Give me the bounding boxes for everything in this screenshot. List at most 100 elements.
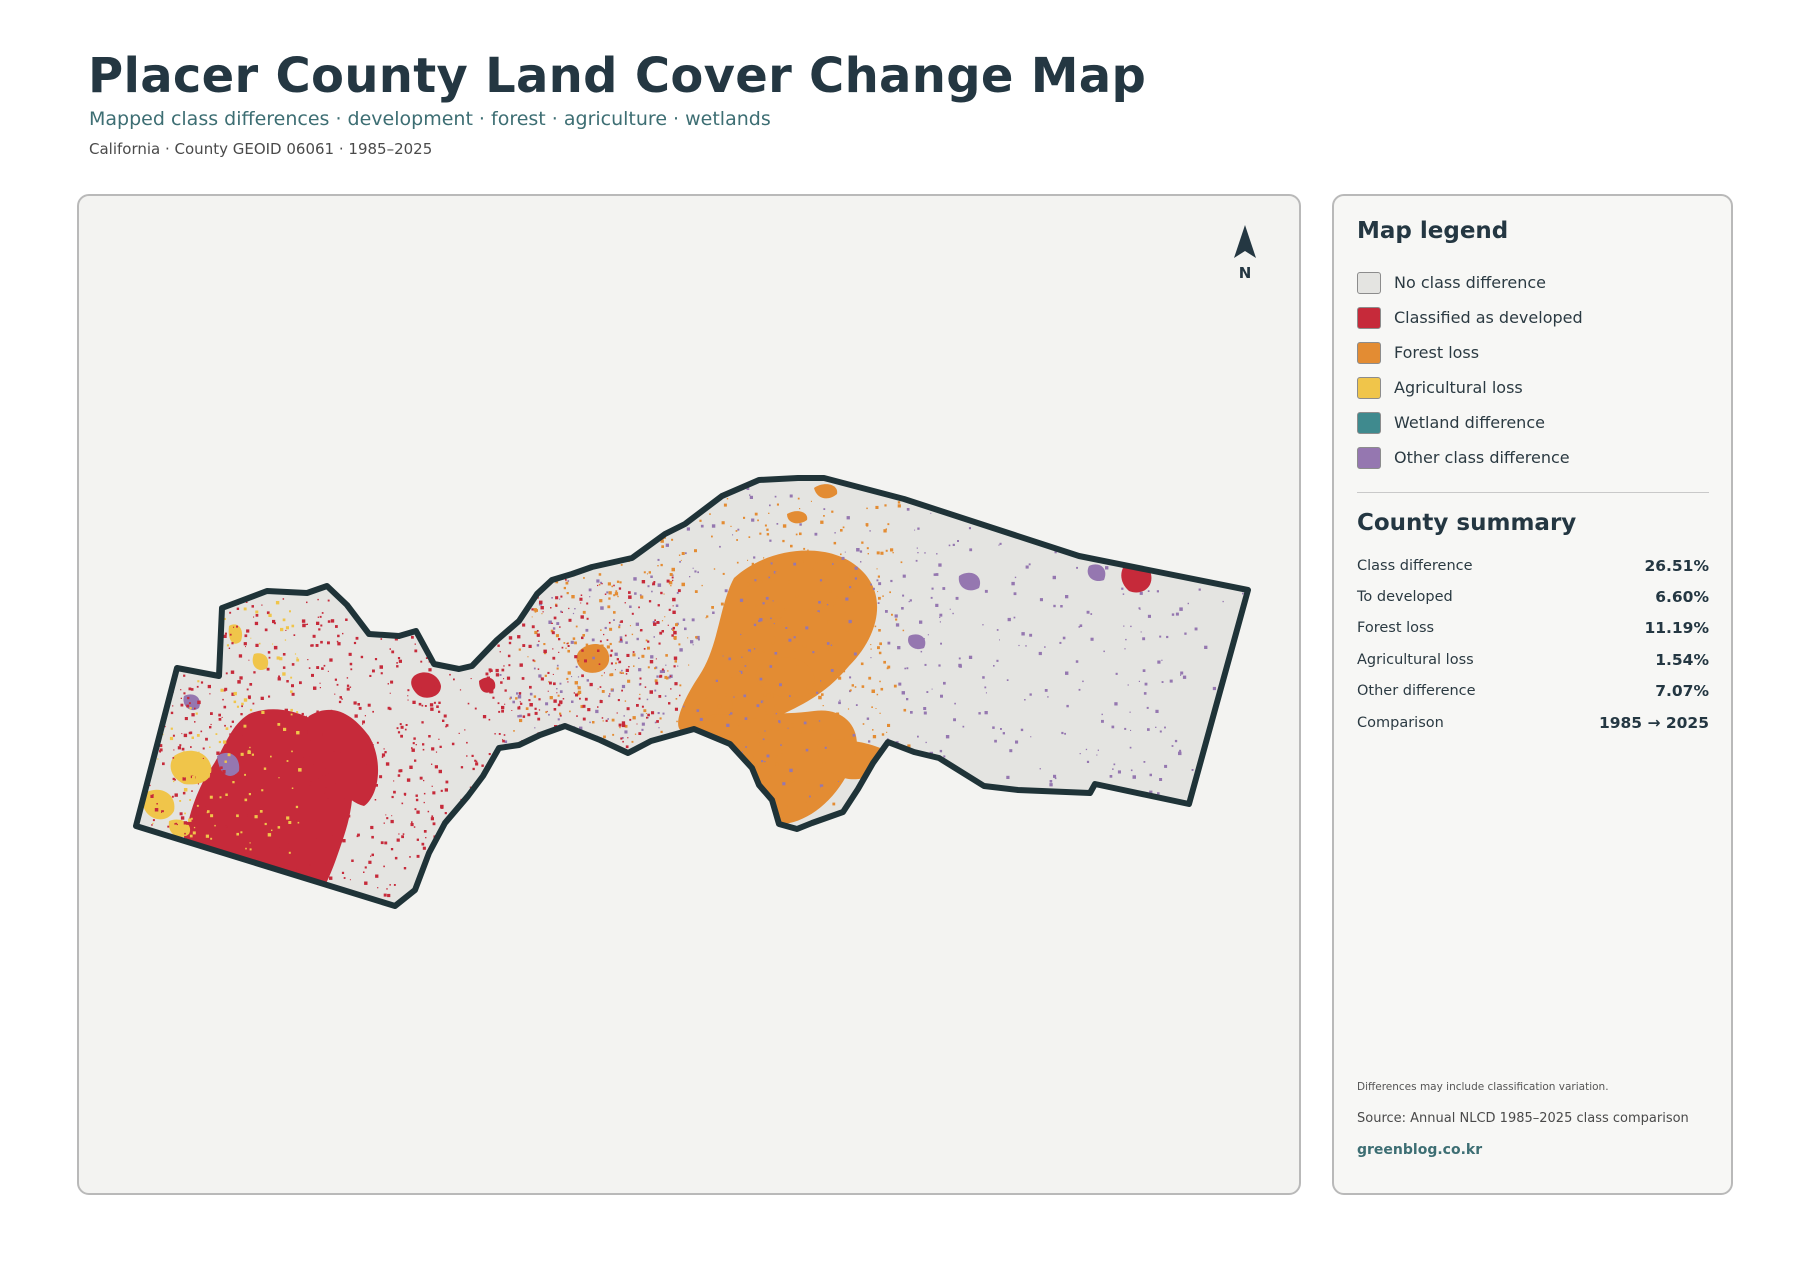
change-pixel <box>669 573 673 576</box>
change-pixel <box>192 831 196 835</box>
change-pixel <box>1103 650 1105 653</box>
change-pixel <box>831 510 834 513</box>
change-pixel <box>878 582 882 586</box>
change-pixel <box>845 629 849 632</box>
change-pixel <box>780 617 782 619</box>
change-pixel <box>1086 760 1090 763</box>
change-pixel <box>414 643 416 645</box>
change-pixel <box>901 691 905 695</box>
change-pixel <box>565 581 569 585</box>
change-pixel <box>516 590 519 593</box>
change-pixel <box>420 660 423 663</box>
change-pixel <box>567 645 570 647</box>
change-pixel <box>475 762 479 766</box>
change-pixel <box>179 800 182 802</box>
change-pixel <box>547 671 550 674</box>
site-link[interactable]: greenblog.co.kr <box>1357 1142 1483 1158</box>
change-pixel <box>302 760 306 763</box>
change-pixel <box>933 500 937 504</box>
change-pixel <box>317 778 319 780</box>
change-pixel <box>757 808 759 810</box>
change-pixel <box>849 767 853 772</box>
change-pixel <box>207 684 211 689</box>
change-pixel <box>499 629 501 631</box>
change-pixel <box>581 649 584 652</box>
change-pixel <box>581 507 585 510</box>
change-pixel <box>657 565 659 567</box>
change-pixel <box>446 857 448 859</box>
change-pixel <box>336 830 339 834</box>
change-pixel <box>1155 726 1157 728</box>
change-pixel <box>206 860 210 864</box>
change-pixel <box>767 805 769 807</box>
change-pixel <box>852 733 856 737</box>
change-pixel <box>543 562 546 565</box>
change-pixel <box>173 780 175 783</box>
change-pixel <box>833 604 837 608</box>
change-pixel <box>623 715 625 717</box>
change-pixel <box>848 619 852 624</box>
change-pixel <box>1194 627 1198 631</box>
change-pixel <box>331 817 335 820</box>
change-pixel <box>805 748 809 752</box>
change-pixel <box>180 703 184 707</box>
change-pixel <box>218 836 222 839</box>
change-pixel <box>1047 696 1049 698</box>
change-pixel <box>323 773 326 776</box>
change-pixel <box>423 779 425 782</box>
change-pixel <box>1138 607 1141 610</box>
change-pixel <box>1238 680 1241 684</box>
change-pixel <box>887 641 891 645</box>
change-pixel <box>327 902 329 904</box>
change-pixel <box>146 901 149 904</box>
change-pixel <box>603 633 605 636</box>
change-pixel <box>229 733 232 736</box>
change-pixel <box>826 604 829 606</box>
change-pixel <box>870 657 872 659</box>
change-pixel <box>202 818 205 820</box>
change-pixel <box>722 766 725 769</box>
change-pixel <box>889 591 891 594</box>
summary-key: To developed <box>1357 589 1453 606</box>
change-pixel <box>715 679 718 682</box>
change-pixel <box>142 779 145 782</box>
change-pixel <box>161 628 163 630</box>
change-pixel <box>633 577 637 581</box>
change-pixel <box>757 519 759 522</box>
change-pixel <box>582 704 586 708</box>
developed-region <box>411 672 441 698</box>
change-pixel <box>670 585 672 587</box>
change-pixel <box>187 658 190 661</box>
change-pixel <box>557 694 560 697</box>
change-pixel <box>887 723 891 727</box>
change-pixel <box>161 810 164 813</box>
change-pixel <box>509 696 512 699</box>
change-pixel <box>484 824 488 828</box>
change-pixel <box>156 700 159 704</box>
change-pixel <box>499 674 502 676</box>
change-pixel <box>424 705 427 707</box>
change-pixel <box>443 877 445 880</box>
change-pixel <box>552 656 556 660</box>
change-pixel <box>895 777 898 779</box>
change-pixel <box>919 805 923 809</box>
change-pixel <box>885 610 888 613</box>
change-pixel <box>288 840 292 844</box>
change-pixel <box>654 667 657 670</box>
change-pixel <box>1053 531 1057 535</box>
change-pixel <box>285 626 289 630</box>
change-pixel <box>789 768 793 773</box>
change-pixel <box>1180 567 1184 571</box>
change-pixel <box>203 804 206 807</box>
change-pixel <box>566 592 569 595</box>
change-pixel <box>146 701 148 703</box>
change-pixel <box>865 596 868 599</box>
change-pixel <box>156 803 158 805</box>
change-pixel <box>903 708 907 712</box>
county-map[interactable] <box>79 196 1301 1195</box>
map-panel[interactable] <box>77 194 1301 1195</box>
change-pixel <box>691 763 694 767</box>
change-pixel <box>636 637 639 641</box>
change-pixel <box>641 654 645 658</box>
change-pixel <box>501 668 505 672</box>
